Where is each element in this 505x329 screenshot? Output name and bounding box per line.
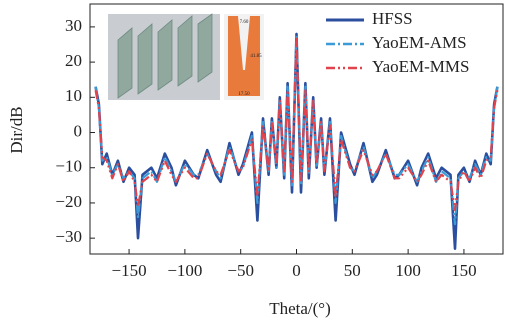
y-tick-label: 0 xyxy=(74,121,83,140)
x-tick-label: 50 xyxy=(344,261,361,280)
inset-label: 41.85 xyxy=(250,54,262,59)
x-tick-label: −150 xyxy=(112,261,147,280)
y-tick-label: −20 xyxy=(55,192,82,211)
y-tick-label: 10 xyxy=(65,86,82,105)
chart: 7.60 41.85 17.50 Theta/(°) Dir/dB −150 −1… xyxy=(0,0,505,324)
x-tick-label: −100 xyxy=(167,261,202,280)
y-tick-label: −10 xyxy=(55,157,82,176)
x-tick-label: 0 xyxy=(292,261,301,280)
x-tick-label: 150 xyxy=(451,261,477,280)
legend-label: HFSS xyxy=(372,9,413,28)
legend-label: YaoEM-MMS xyxy=(372,57,469,76)
inset-label: 17.50 xyxy=(238,92,250,97)
inset-images: 7.60 41.85 17.50 xyxy=(108,14,264,100)
x-axis-label: Theta/(°) xyxy=(269,299,331,318)
x-tick-label: −50 xyxy=(227,261,254,280)
inset-label: 7.60 xyxy=(240,20,249,25)
y-tick-label: −30 xyxy=(55,227,82,246)
y-axis-label: Dir/dB xyxy=(7,106,26,153)
legend-label: YaoEM-AMS xyxy=(372,33,467,52)
x-tick-label: 100 xyxy=(395,261,421,280)
y-tick-label: 30 xyxy=(65,16,82,35)
y-tick-label: 20 xyxy=(65,51,82,70)
